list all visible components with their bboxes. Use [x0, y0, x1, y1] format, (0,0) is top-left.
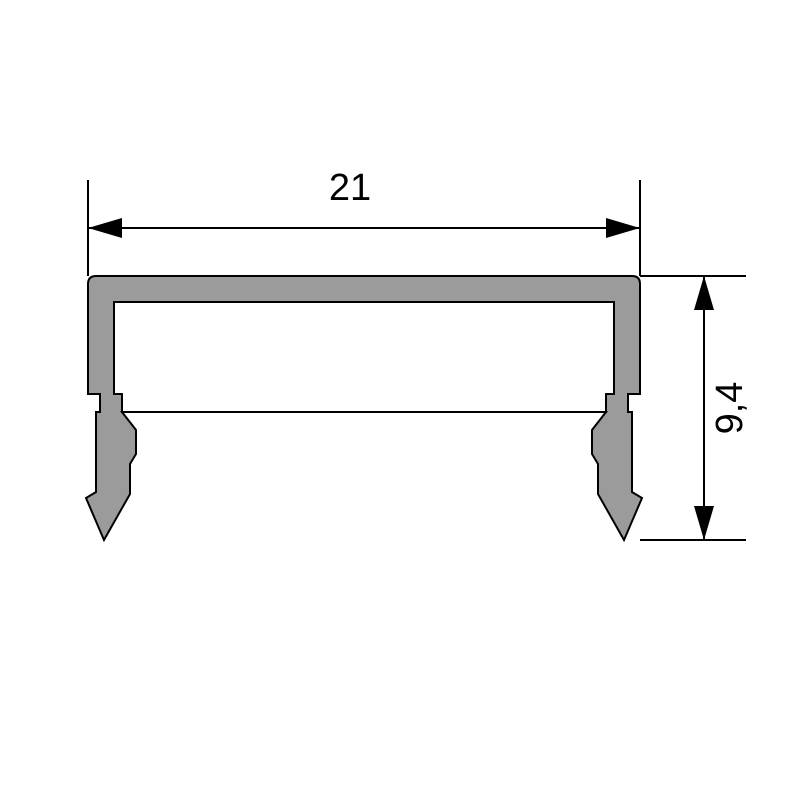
technical-drawing: 21 9,4	[0, 0, 800, 800]
dimension-width-label: 21	[329, 167, 371, 209]
profile-cross-section	[86, 276, 642, 540]
dimension-height-label: 9,4	[709, 382, 751, 435]
